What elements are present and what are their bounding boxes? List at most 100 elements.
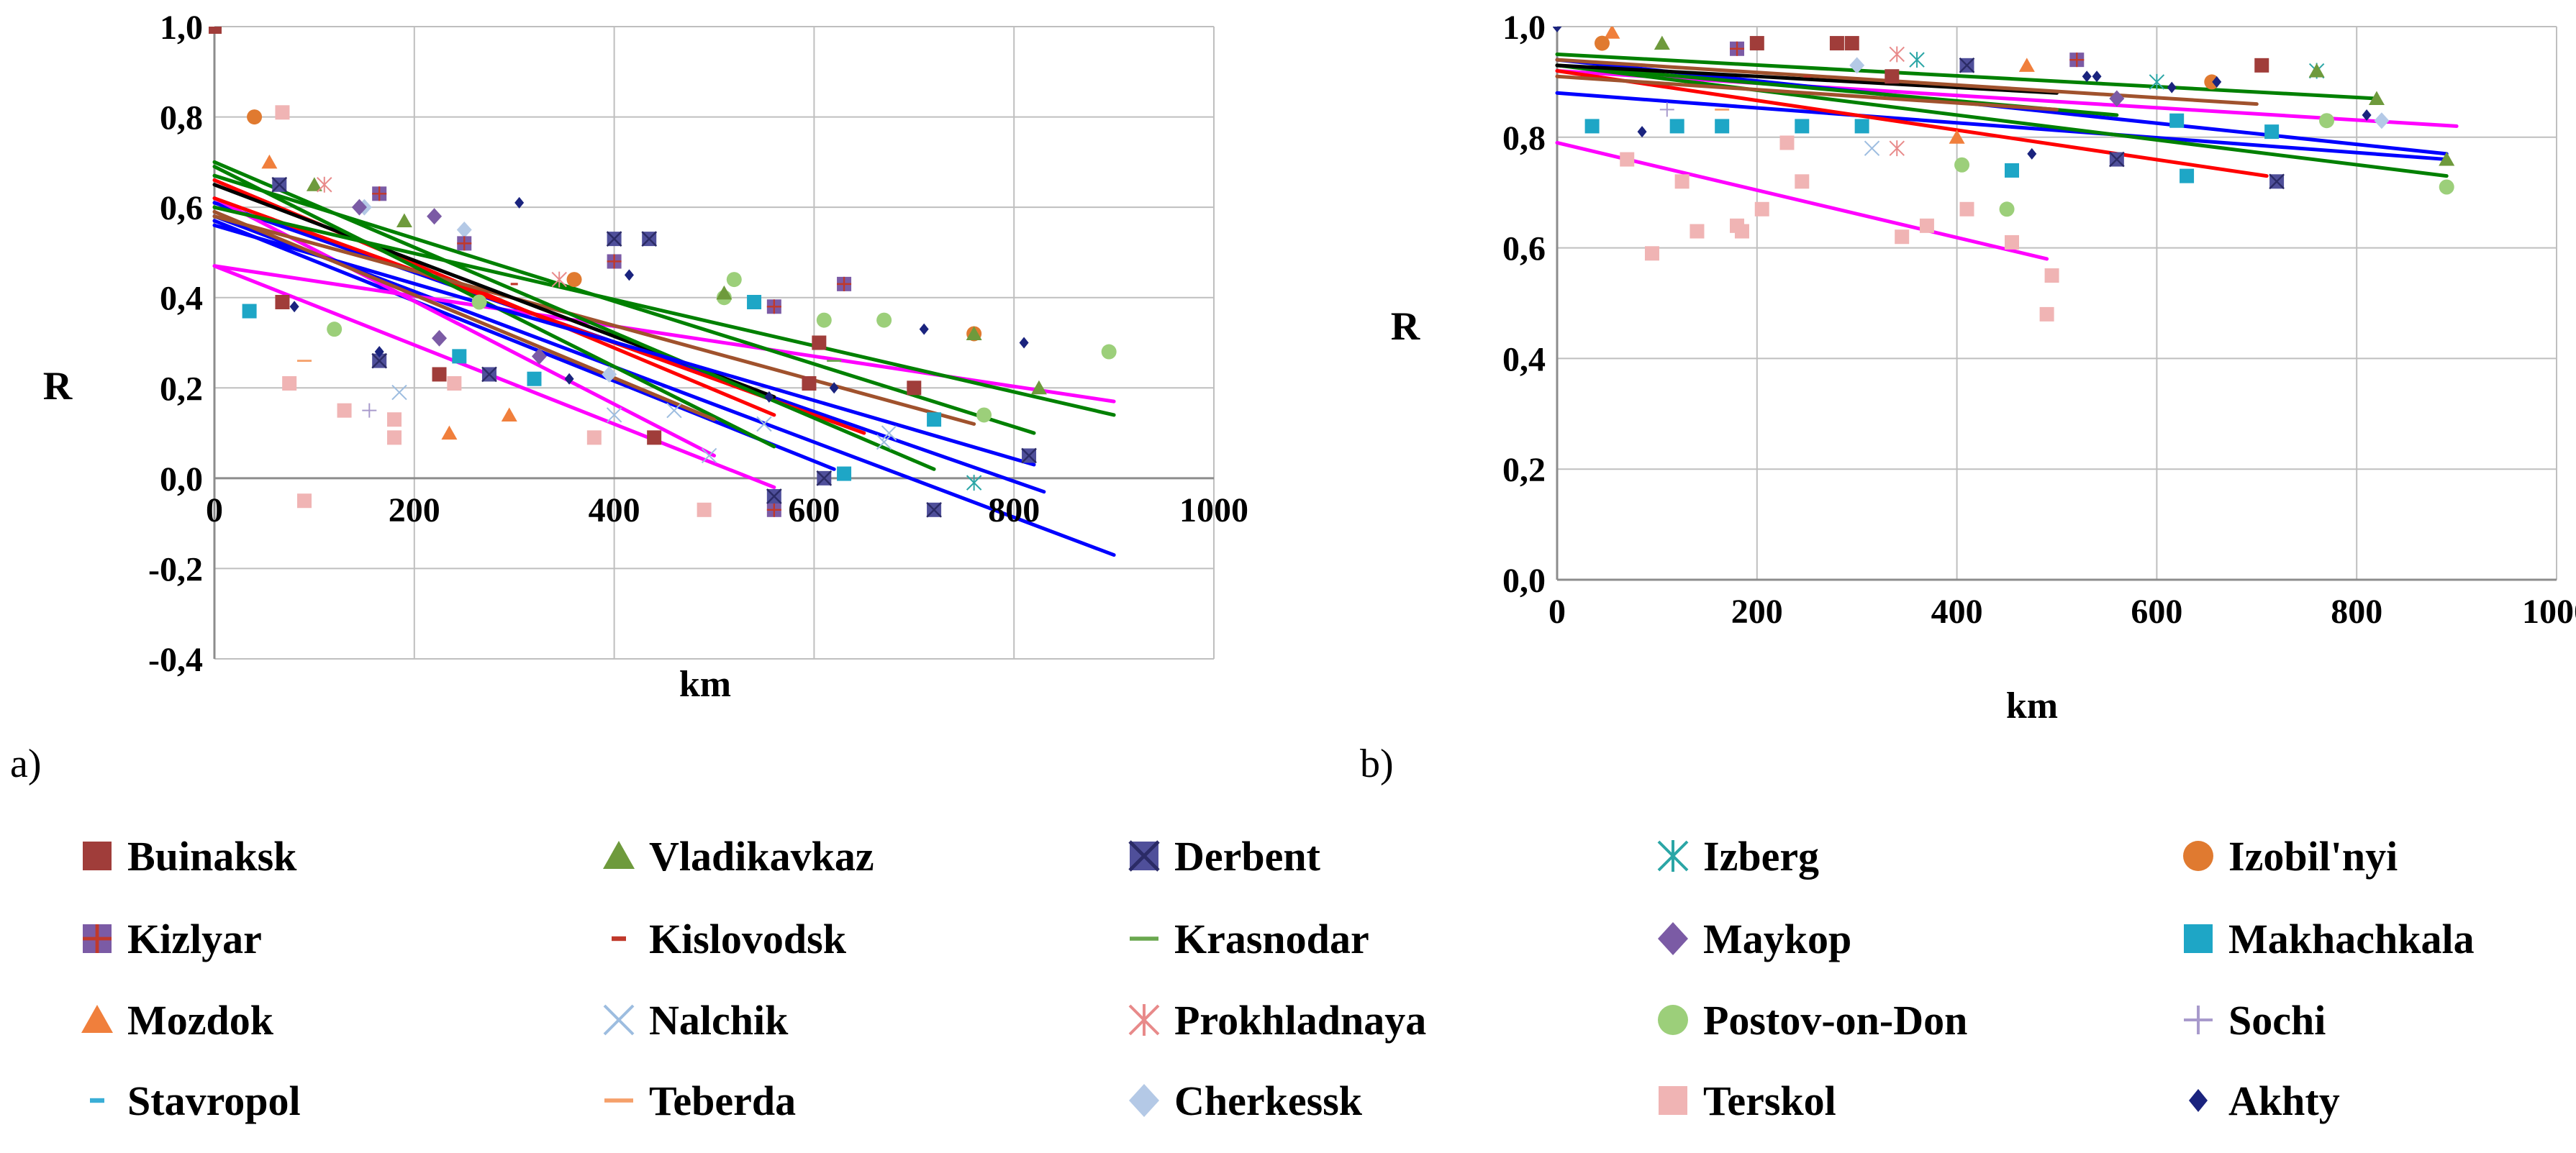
legend-item-vladikavkaz: Vladikavkaz bbox=[603, 833, 874, 880]
chart-a-point-maykop bbox=[351, 199, 367, 216]
chart-b-point-buinaksk bbox=[1844, 36, 1859, 51]
legend-label: Akhty bbox=[2228, 1077, 2340, 1124]
legend-marker bbox=[1128, 1004, 1160, 1036]
chart-a-y-tick-label: 0,2 bbox=[160, 370, 203, 408]
chart-b-point-sochi bbox=[1659, 102, 1674, 117]
chart-b-point-terskol bbox=[1674, 174, 1690, 189]
chart-b-point-terskol bbox=[2044, 268, 2059, 283]
chart-b-point-makhachkala bbox=[2264, 124, 2280, 140]
chart-b-point-akhty bbox=[2082, 70, 2092, 83]
chart-b-point-terskol bbox=[1754, 201, 1769, 217]
chart-a-y-tick-label: 0,4 bbox=[160, 280, 203, 318]
legend-item-izobil-nyi: Izobil'nyi bbox=[2183, 833, 2398, 880]
chart-a-point-krasnodar bbox=[827, 360, 842, 363]
chart-b-y-tick-labels: 0,0 0,2 0,4 0,6 0,8 1,0 bbox=[1502, 9, 1546, 600]
legend-label: Maykop bbox=[1703, 916, 1851, 962]
chart-a-point-akhty bbox=[374, 346, 384, 358]
chart-a-y-axis-label: R bbox=[43, 364, 73, 409]
chart-b-point-makhachkala bbox=[2180, 168, 2195, 183]
chart-a-point-postov-on-don bbox=[726, 272, 742, 288]
legend-label: Teberda bbox=[649, 1077, 796, 1124]
chart-b-point-derbent bbox=[1959, 57, 1975, 73]
chart-b-point-nalchik bbox=[1864, 140, 1880, 156]
legend-marker bbox=[1659, 1086, 1687, 1115]
chart-a-y-tick-label: 1,0 bbox=[160, 9, 203, 47]
chart-b-x-tick-label: 400 bbox=[1931, 593, 1983, 631]
chart-b-point-akhty bbox=[1553, 27, 1562, 32]
chart-b-point-prokhladnaya bbox=[1889, 46, 1905, 63]
chart-b-point-akhty bbox=[2362, 109, 2372, 122]
chart-a-point-akhty bbox=[289, 301, 299, 313]
legend-marker bbox=[1658, 1005, 1688, 1035]
chart-b-point-buinaksk bbox=[1749, 36, 1764, 51]
chart-b-point-mozdok bbox=[1604, 27, 1620, 39]
chart-b-trendline bbox=[1555, 58, 2259, 106]
legend-item-prokhladnaya: Prokhladnaya bbox=[1128, 997, 1426, 1044]
chart-a-point-akhty bbox=[514, 196, 525, 209]
legend-label: Kizlyar bbox=[127, 916, 262, 962]
chart-a-point-akhty bbox=[829, 382, 839, 394]
chart-a-x-tick-labels: 0 200 400 600 800 1000 bbox=[206, 491, 1248, 529]
legend-label: Makhachkala bbox=[2228, 916, 2475, 962]
chart-a-point-buinaksk bbox=[812, 335, 827, 350]
chart-a-point-teberda bbox=[297, 360, 312, 363]
chart-a-y-tick-label: 0,0 bbox=[160, 460, 203, 498]
chart-b-y-tick-label: 1,0 bbox=[1502, 9, 1546, 47]
chart-b-y-tick-label: 0,6 bbox=[1502, 230, 1546, 268]
chart-b-point-postov-on-don bbox=[1999, 201, 2015, 217]
legend-label: Prokhladnaya bbox=[1174, 997, 1426, 1044]
chart-a-trendline bbox=[212, 219, 836, 471]
chart-a-point-nalchik bbox=[666, 402, 682, 419]
chart-a-trendlines bbox=[212, 160, 1116, 557]
legend-marker bbox=[612, 936, 626, 942]
chart-b-point-buinaksk bbox=[1885, 69, 1900, 84]
chart-b-point-akhty bbox=[2167, 81, 2177, 94]
chart-a-point-postov-on-don bbox=[1101, 344, 1117, 360]
legend-item-mozdok: Mozdok bbox=[81, 997, 274, 1044]
chart-b-point-akhty bbox=[2092, 70, 2102, 83]
chart-a-point-postov-on-don bbox=[327, 322, 343, 337]
chart-a-point-postov-on-don bbox=[976, 407, 992, 423]
legend-marker bbox=[1657, 840, 1689, 872]
chart-b-point-terskol bbox=[1895, 229, 1910, 245]
chart-b-x-tick-labels: 0 200 400 600 800 1000 bbox=[1548, 593, 2576, 631]
chart-a-point-akhty bbox=[1019, 337, 1029, 349]
legend-label: Nalchik bbox=[649, 997, 789, 1044]
chart-b-trendlines bbox=[1555, 52, 2459, 261]
legend-item-makhachkala: Makhachkala bbox=[2184, 916, 2475, 962]
legend-marker bbox=[2183, 841, 2213, 871]
chart-a-point-kizlyar bbox=[766, 502, 781, 517]
chart-a-point-maykop bbox=[432, 329, 448, 347]
chart-a-point-postov-on-don bbox=[471, 294, 487, 310]
chart-a-point-kizlyar bbox=[372, 186, 387, 201]
chart-a-point-makhachkala bbox=[927, 412, 942, 427]
chart-a-point-mozdok bbox=[261, 154, 278, 169]
chart-b-point-buinaksk bbox=[1829, 36, 1844, 51]
chart-a-point-makhachkala bbox=[242, 304, 257, 319]
legend-label: Krasnodar bbox=[1174, 916, 1369, 962]
chart-a-point-prokhladnaya bbox=[317, 176, 332, 193]
legend-item-sochi: Sochi bbox=[2184, 997, 2326, 1044]
chart-a-point-buinaksk bbox=[275, 294, 290, 309]
chart-b-x-tick-label: 0 bbox=[1548, 593, 1566, 631]
legend-marker bbox=[83, 924, 112, 953]
chart-a-point-terskol bbox=[282, 376, 297, 391]
legend-item-krasnodar: Krasnodar bbox=[1130, 916, 1369, 962]
chart-b-trendline bbox=[1555, 69, 2269, 178]
chart-b-point-vladikavkaz bbox=[2368, 91, 2385, 105]
chart-b-point-buinaksk bbox=[2254, 58, 2269, 73]
chart-a-trendline bbox=[212, 209, 716, 421]
chart-a-point-vladikavkaz bbox=[396, 213, 412, 227]
chart-a-x-tick-label: 0 bbox=[206, 491, 223, 529]
chart-a-point-kizlyar bbox=[457, 236, 472, 251]
chart-a-x-tick-label: 200 bbox=[389, 491, 440, 529]
chart-b-point-makhachkala bbox=[1795, 119, 1810, 134]
chart-b-point-terskol bbox=[1959, 201, 1974, 217]
chart-b-trendline bbox=[1555, 63, 2449, 178]
legend-item-nalchik: Nalchik bbox=[603, 997, 789, 1044]
chart-b-point-cherkessk bbox=[1849, 57, 1865, 74]
chart-b-y-tick-label: 0,0 bbox=[1502, 562, 1546, 600]
legend-item-buinaksk: Buinaksk bbox=[83, 833, 297, 880]
legend-marker bbox=[603, 1004, 635, 1036]
